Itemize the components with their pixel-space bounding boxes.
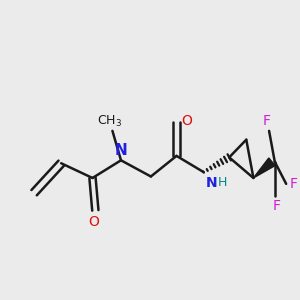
- Text: CH$_3$: CH$_3$: [97, 113, 122, 128]
- Text: O: O: [88, 215, 99, 229]
- Text: F: F: [272, 199, 280, 213]
- Polygon shape: [254, 158, 275, 178]
- Text: N: N: [206, 176, 218, 190]
- Text: H: H: [218, 176, 227, 189]
- Text: F: F: [262, 114, 270, 128]
- Text: F: F: [290, 177, 298, 191]
- Text: N: N: [115, 143, 128, 158]
- Text: O: O: [182, 114, 193, 128]
